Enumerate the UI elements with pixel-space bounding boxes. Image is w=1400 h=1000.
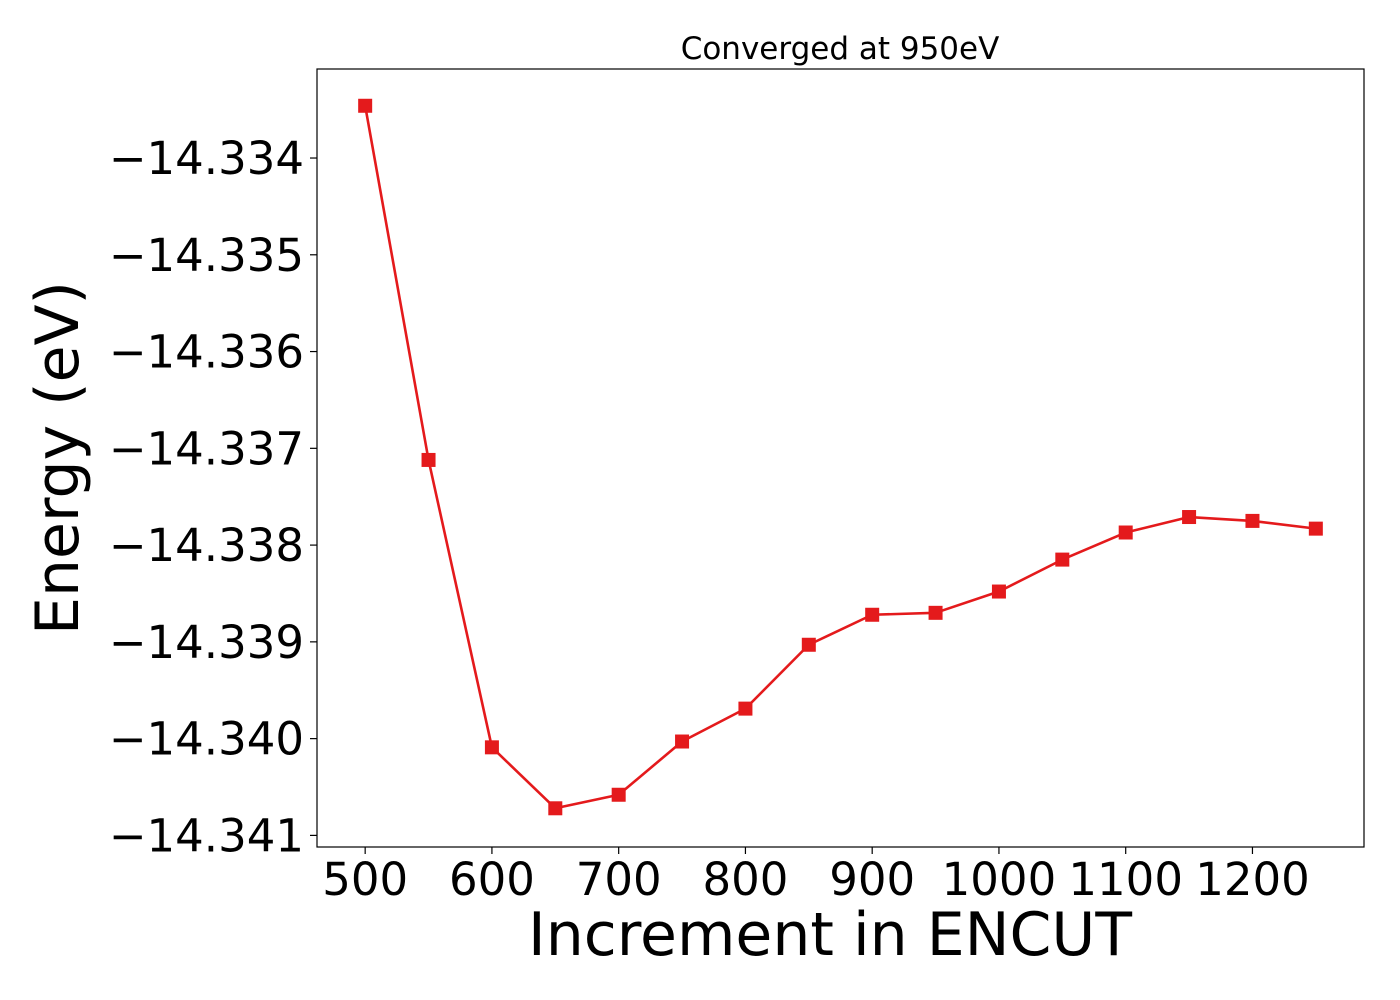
x-tick-label: 1100: [1068, 853, 1183, 906]
y-tick-label: −14.339: [109, 616, 304, 669]
y-axis-ticks: −14.334 −14.335 −14.336 −14.337 −14.338 −14.3…: [109, 132, 317, 862]
data-point: [358, 98, 373, 113]
data-point: [421, 452, 436, 467]
x-tick-label: 1000: [942, 853, 1057, 906]
x-axis-ticks: 500 600 700 800 900 1000 1100 1200: [322, 847, 1310, 906]
x-tick-label: 700: [576, 853, 662, 906]
data-point: [801, 637, 816, 652]
data-point: [928, 605, 943, 620]
data-point: [548, 801, 563, 816]
x-tick-label: 1200: [1195, 853, 1310, 906]
data-point: [1182, 510, 1197, 525]
plot-frame: [316, 68, 1365, 848]
data-point: [1055, 552, 1070, 567]
x-tick-label: 600: [449, 853, 535, 906]
y-tick-label: −14.335: [109, 229, 304, 282]
data-point: [991, 584, 1006, 599]
y-tick-label: −14.341: [109, 809, 304, 862]
y-tick-label: −14.338: [109, 519, 304, 572]
data-point: [865, 607, 880, 622]
x-tick-label: 900: [829, 853, 915, 906]
y-tick-label: −14.336: [109, 326, 304, 379]
x-tick-label: 800: [702, 853, 788, 906]
data-point: [738, 701, 753, 716]
data-point: [675, 734, 690, 749]
y-tick-label: −14.334: [109, 132, 304, 185]
x-tick-label: 500: [322, 853, 408, 906]
y-axis-label: Energy (eV): [23, 281, 93, 635]
data-point: [611, 787, 626, 802]
y-tick-label: −14.337: [109, 422, 304, 475]
data-point: [484, 740, 499, 755]
y-tick-label: −14.340: [109, 713, 304, 766]
x-axis-label: Increment in ENCUT: [528, 900, 1132, 970]
series-line: [363, 105, 1316, 810]
chart-title: Converged at 950eV: [681, 31, 1000, 67]
data-point: [1308, 521, 1323, 536]
data-point: [1245, 513, 1260, 528]
data-point: [1118, 525, 1133, 540]
series-layer: [358, 98, 1323, 816]
